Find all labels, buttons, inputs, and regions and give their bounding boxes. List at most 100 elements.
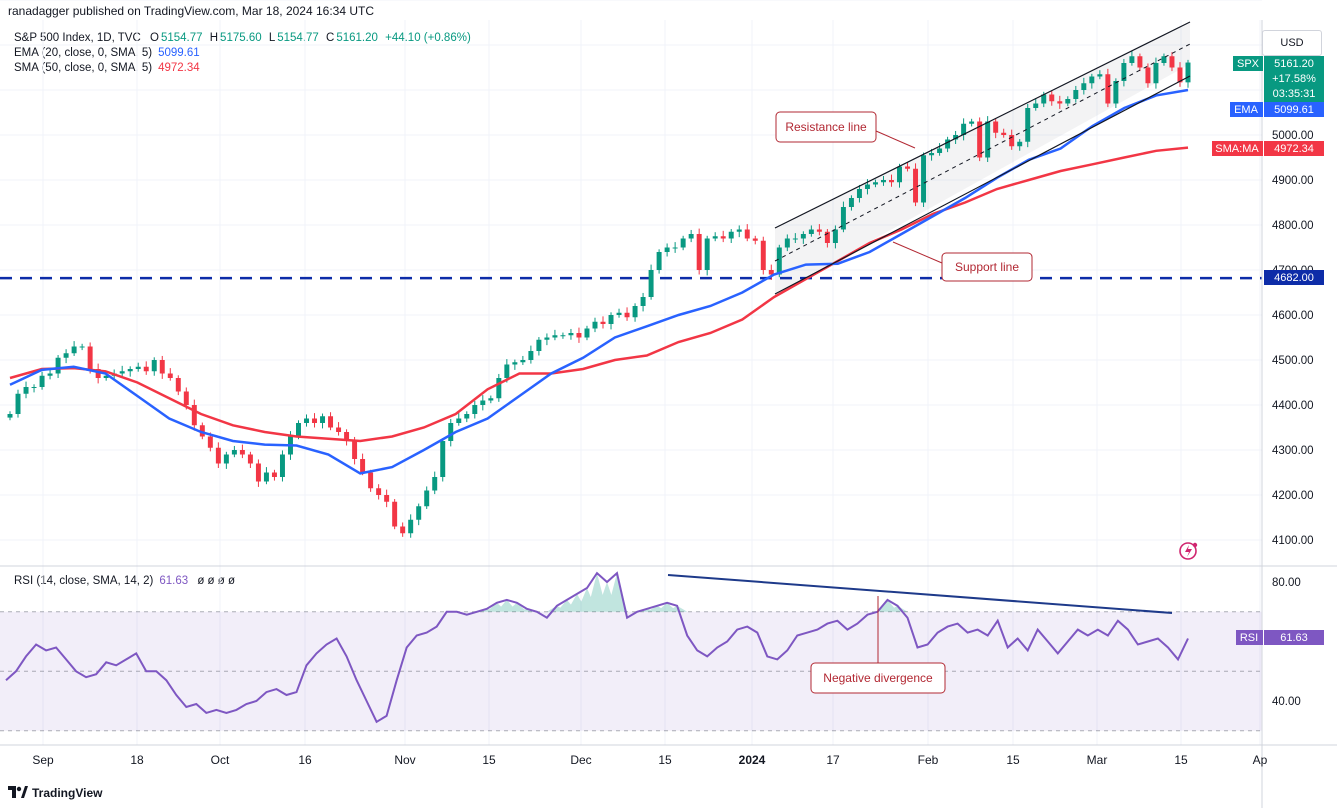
candle-body[interactable] xyxy=(464,414,470,419)
candle-body[interactable] xyxy=(1009,135,1015,147)
candle-body[interactable] xyxy=(680,238,686,248)
candle-body[interactable] xyxy=(913,168,919,203)
candle-body[interactable] xyxy=(1073,90,1079,99)
candle-body[interactable] xyxy=(87,346,93,370)
candle-body[interactable] xyxy=(199,425,205,437)
candle-body[interactable] xyxy=(496,378,502,399)
candle-body[interactable] xyxy=(1001,132,1007,135)
candle-body[interactable] xyxy=(279,454,285,478)
candle-body[interactable] xyxy=(239,450,245,455)
candle-body[interactable] xyxy=(296,423,301,437)
candle-body[interactable] xyxy=(728,231,734,239)
candle-body[interactable] xyxy=(1033,103,1039,109)
candle-body[interactable] xyxy=(1065,99,1071,104)
candle-body[interactable] xyxy=(921,155,927,203)
candle-body[interactable] xyxy=(47,373,53,376)
ema-legend-row[interactable]: EMA (20, close, 0, SMA, 5) 5099.61 xyxy=(14,46,471,61)
candle-body[interactable] xyxy=(1025,108,1031,142)
candle-body[interactable] xyxy=(576,333,582,338)
candle-body[interactable] xyxy=(872,182,878,185)
candle-body[interactable] xyxy=(1177,67,1183,83)
candle-body[interactable] xyxy=(993,121,999,133)
candle-body[interactable] xyxy=(929,153,935,156)
candle-body[interactable] xyxy=(103,375,109,378)
candle-body[interactable] xyxy=(304,418,309,424)
candle-body[interactable] xyxy=(977,121,983,158)
candle-body[interactable] xyxy=(23,387,29,394)
candle-body[interactable] xyxy=(889,180,894,183)
candle-body[interactable] xyxy=(800,234,806,239)
ema-line[interactable] xyxy=(9,88,1189,475)
candle-body[interactable] xyxy=(39,375,45,387)
candle-body[interactable] xyxy=(640,297,646,306)
candle-body[interactable] xyxy=(271,472,277,478)
candle-body[interactable] xyxy=(247,454,253,464)
candle-body[interactable] xyxy=(504,364,510,379)
candle-body[interactable] xyxy=(215,447,221,464)
candle-body[interactable] xyxy=(119,371,125,374)
candle-body[interactable] xyxy=(1097,74,1103,77)
candle-body[interactable] xyxy=(648,270,654,297)
candle-body[interactable] xyxy=(688,234,694,239)
candle-body[interactable] xyxy=(1161,56,1167,63)
candle-body[interactable] xyxy=(159,360,165,374)
candle-body[interactable] xyxy=(592,321,598,329)
candle-body[interactable] xyxy=(664,247,670,253)
candle-body[interactable] xyxy=(784,238,790,248)
candle-body[interactable] xyxy=(1041,94,1047,104)
candle-body[interactable] xyxy=(424,490,430,507)
candle-body[interactable] xyxy=(31,387,37,388)
candle-body[interactable] xyxy=(1057,101,1063,104)
candle-body[interactable] xyxy=(897,166,902,183)
candle-body[interactable] xyxy=(656,252,662,270)
candle-body[interactable] xyxy=(151,360,157,372)
candle-body[interactable] xyxy=(961,123,967,135)
candle-body[interactable] xyxy=(969,121,975,124)
candle-body[interactable] xyxy=(624,312,630,318)
candle-body[interactable] xyxy=(608,315,614,324)
candle-body[interactable] xyxy=(1113,81,1119,104)
resistance-line[interactable] xyxy=(774,21,1191,229)
candle-body[interactable] xyxy=(768,270,774,275)
candle-body[interactable] xyxy=(1089,76,1095,84)
candle-body[interactable] xyxy=(616,312,622,315)
candle-body[interactable] xyxy=(15,393,21,414)
candle-body[interactable] xyxy=(1105,74,1111,104)
candle-body[interactable] xyxy=(736,229,742,232)
candle-body[interactable] xyxy=(255,463,261,482)
divergence-callout-box[interactable] xyxy=(810,662,946,694)
candle-body[interactable] xyxy=(1121,63,1127,81)
candle-body[interactable] xyxy=(1049,94,1055,102)
candle-body[interactable] xyxy=(183,391,189,406)
candle-body[interactable] xyxy=(937,148,943,154)
candle-body[interactable] xyxy=(552,335,558,338)
candle-body[interactable] xyxy=(135,366,141,369)
candle-body[interactable] xyxy=(368,472,374,489)
symbol-label[interactable]: S&P 500 Index, 1D, TVC xyxy=(14,32,141,44)
candle-body[interactable] xyxy=(712,236,718,239)
candle-body[interactable] xyxy=(568,333,574,336)
candle-body[interactable] xyxy=(528,351,534,360)
support-callout-box[interactable] xyxy=(941,252,1033,282)
candle-body[interactable] xyxy=(448,423,454,441)
candle-body[interactable] xyxy=(744,229,750,239)
candle-body[interactable] xyxy=(600,321,606,324)
candle-body[interactable] xyxy=(672,247,678,249)
candle-body[interactable] xyxy=(352,441,358,459)
candle-body[interactable] xyxy=(848,198,854,207)
candle-body[interactable] xyxy=(824,231,830,243)
candle-body[interactable] xyxy=(440,441,446,477)
candle-body[interactable] xyxy=(95,369,101,378)
candle-body[interactable] xyxy=(55,357,61,374)
candle-body[interactable] xyxy=(143,366,149,372)
candle-body[interactable] xyxy=(71,346,77,354)
candle-body[interactable] xyxy=(263,472,269,482)
candle-body[interactable] xyxy=(456,418,462,424)
candle-body[interactable] xyxy=(560,335,566,337)
candle-body[interactable] xyxy=(1081,83,1087,90)
candle-body[interactable] xyxy=(792,238,798,240)
candle-body[interactable] xyxy=(776,247,782,275)
resistance-callout-box[interactable] xyxy=(775,111,877,143)
candle-body[interactable] xyxy=(985,121,991,158)
candle-body[interactable] xyxy=(207,436,213,448)
